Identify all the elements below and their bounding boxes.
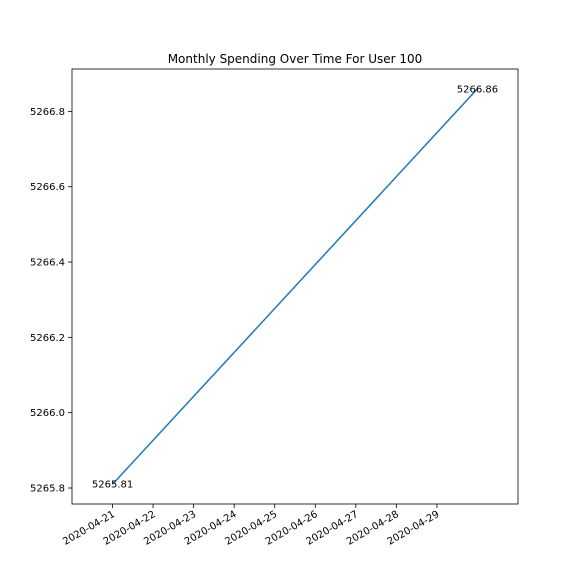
series-line [111, 88, 479, 485]
y-tick-label: 5265.8 [30, 483, 65, 494]
data-labels: 5265.81 5266.86 [92, 84, 498, 490]
y-axis: 5265.8 5266.0 5266.2 5266.4 5266.6 5266.8 [30, 107, 72, 494]
y-tick-label: 5266.6 [30, 182, 65, 193]
y-tick-label: 5266.2 [30, 333, 65, 344]
y-tick-label: 5266.8 [30, 107, 65, 118]
plot-frame [71, 68, 519, 505]
series-group [111, 88, 479, 485]
y-tick-label: 5266.4 [30, 258, 65, 269]
data-label: 5265.81 [92, 480, 133, 491]
chart-title: Monthly Spending Over Time For User 100 [168, 52, 423, 66]
y-tick-label: 5266.0 [30, 408, 65, 419]
data-label: 5266.86 [457, 84, 498, 95]
